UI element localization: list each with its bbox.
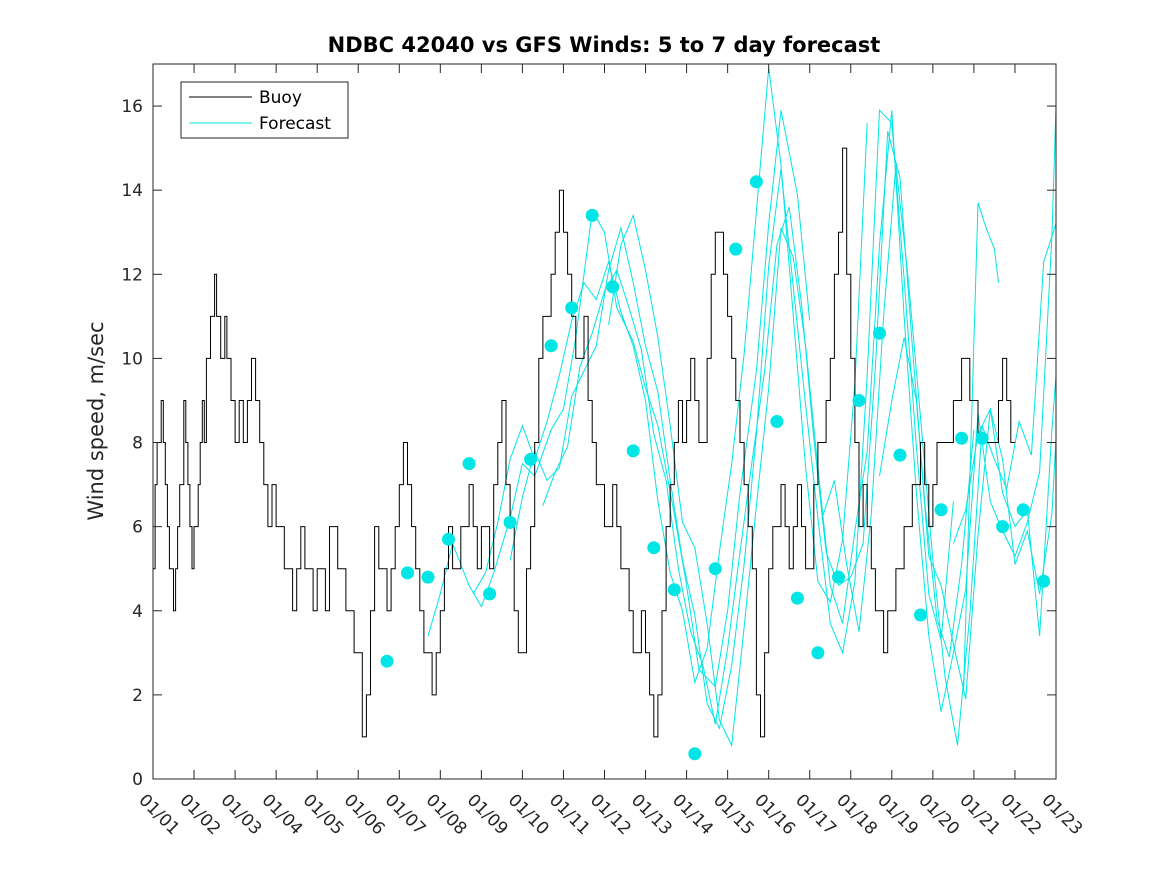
forecast-point bbox=[852, 394, 866, 407]
x-tick-label: 01/12 bbox=[586, 790, 635, 839]
forecast-point bbox=[606, 280, 620, 294]
forecast-markers bbox=[380, 175, 1051, 761]
forecast-point bbox=[1037, 574, 1051, 588]
forecast-point bbox=[626, 444, 640, 458]
forecast-point bbox=[667, 583, 681, 597]
forecast-point bbox=[749, 175, 763, 189]
x-tick-label: 01/01 bbox=[134, 790, 183, 839]
legend-forecast-label: Forecast bbox=[259, 114, 331, 134]
x-tick-label: 01/18 bbox=[832, 790, 881, 839]
x-tick-label: 01/08 bbox=[422, 790, 471, 839]
forecast-point bbox=[770, 415, 784, 428]
y-tick-label: 4 bbox=[132, 602, 143, 622]
forecast-point bbox=[544, 339, 558, 353]
forecast-line-2 bbox=[472, 68, 868, 685]
forecast-point bbox=[975, 431, 989, 445]
forecast-point bbox=[462, 457, 476, 471]
y-tick-label: 10 bbox=[121, 349, 143, 369]
forecast-point bbox=[893, 448, 907, 462]
legend: Buoy Forecast bbox=[180, 81, 349, 139]
x-tick-label: 01/05 bbox=[299, 790, 348, 839]
x-tick-label: 01/13 bbox=[627, 790, 676, 839]
forecast-line-4 bbox=[542, 131, 975, 725]
x-tick-label: 01/03 bbox=[217, 790, 266, 839]
x-tick-label: 01/09 bbox=[463, 790, 512, 839]
y-tick-label: 2 bbox=[132, 686, 143, 706]
x-tick-label: 01/14 bbox=[668, 790, 717, 839]
x-tick-label: 01/23 bbox=[1037, 790, 1086, 839]
forecast-point bbox=[565, 301, 579, 315]
forecast-point bbox=[421, 570, 435, 584]
forecast-point bbox=[955, 431, 969, 445]
forecast-line-6 bbox=[821, 164, 1057, 746]
legend-box bbox=[180, 81, 349, 139]
x-tick-label: 01/15 bbox=[709, 790, 758, 839]
y-tick-label: 0 bbox=[132, 770, 143, 790]
forecast-point bbox=[503, 515, 517, 529]
forecast-point bbox=[380, 654, 394, 668]
y-axis-label: Wind speed, m/sec bbox=[84, 321, 108, 520]
forecast-point bbox=[914, 608, 927, 622]
forecast-point bbox=[811, 646, 825, 660]
x-tick-label: 01/19 bbox=[873, 790, 922, 839]
chart-title: NDBC 42040 vs GFS Winds: 5 to 7 day fore… bbox=[328, 33, 881, 57]
x-tick-label: 01/07 bbox=[381, 790, 430, 839]
forecast-point bbox=[647, 541, 661, 555]
x-tick-label: 01/22 bbox=[996, 790, 1045, 839]
y-tick-label: 16 bbox=[121, 97, 143, 117]
x-tick-label: 01/11 bbox=[545, 790, 594, 839]
forecast-point bbox=[1016, 503, 1030, 517]
y-tick-label: 6 bbox=[132, 518, 143, 538]
x-tick-label: 01/02 bbox=[175, 790, 224, 839]
x-tick-label: 01/16 bbox=[750, 790, 799, 839]
buoy-line bbox=[153, 147, 1015, 738]
forecast-point bbox=[442, 532, 455, 546]
y-tick-label: 8 bbox=[132, 434, 143, 454]
forecast-line-8 bbox=[952, 375, 1057, 637]
forecast-point bbox=[688, 747, 702, 761]
forecast-point bbox=[873, 326, 886, 340]
legend-buoy-label: Buoy bbox=[259, 88, 302, 108]
x-tick-label: 01/04 bbox=[258, 790, 307, 839]
forecast-line-5 bbox=[608, 106, 1057, 748]
forecast-point bbox=[996, 520, 1010, 534]
forecast-line-7 bbox=[879, 337, 1057, 700]
forecast-point bbox=[401, 566, 414, 580]
y-tick-label: 12 bbox=[121, 265, 143, 285]
forecast-point bbox=[934, 503, 948, 517]
y-tick-label: 14 bbox=[121, 181, 143, 201]
forecast-point bbox=[729, 242, 743, 256]
forecast-point bbox=[524, 452, 538, 466]
forecast-point bbox=[708, 562, 722, 576]
x-tick-label: 01/06 bbox=[340, 790, 389, 839]
forecast-line-9 bbox=[963, 202, 999, 691]
forecast-point bbox=[585, 208, 599, 222]
x-tick-label: 01/10 bbox=[504, 790, 553, 839]
forecast-point bbox=[832, 570, 845, 584]
forecast-line-1 bbox=[427, 110, 811, 688]
forecast-point bbox=[790, 591, 804, 605]
x-tick-label: 01/17 bbox=[791, 790, 840, 839]
forecast-line-3 bbox=[509, 109, 954, 731]
x-tick-label: 01/20 bbox=[914, 790, 963, 839]
x-tick-label: 01/21 bbox=[955, 790, 1004, 839]
forecast-point bbox=[483, 587, 497, 601]
axes: 024681012141601/0101/0201/0301/0401/0501… bbox=[121, 63, 1086, 839]
plot-series bbox=[153, 68, 1057, 748]
